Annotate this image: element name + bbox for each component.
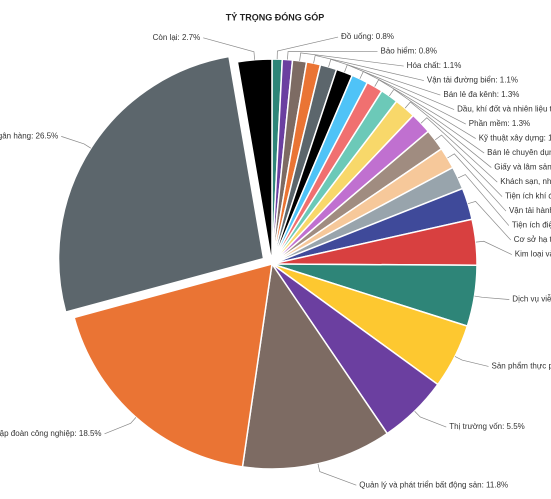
leader-line — [328, 58, 441, 96]
leader-line — [414, 410, 447, 428]
leader-line — [344, 64, 455, 110]
leader-line — [420, 117, 498, 183]
slice-label: Bảo hiểm: 0.8% — [380, 47, 436, 56]
slice-label: Khách sạn, nhà hàng — [500, 177, 551, 186]
pie-slice — [57, 55, 265, 314]
pie-slice — [241, 261, 389, 470]
slice-label: Kỹ thuật xây dựng: 1.3% — [479, 134, 551, 143]
slice-label: Dịch vụ viễn thông c — [512, 295, 551, 304]
pie-slice — [236, 58, 273, 265]
slice-label: Quản lý và phát triển bất động sản: 11.8… — [359, 480, 508, 489]
slice-label: Hóa chất: 1.1% — [407, 61, 462, 70]
slice-label: Vận tải đường biển: 1.1% — [427, 76, 518, 85]
slice-label: Tiện ích khí đốt: 1.7% — [505, 192, 551, 201]
leader-line — [276, 36, 339, 60]
leader-line — [104, 417, 137, 435]
leader-line — [457, 174, 510, 226]
slice-label: Tập đoàn công nghiệp: 18.5% — [0, 429, 102, 438]
slice-label: Thị trường vốn: 5.5% — [449, 422, 525, 431]
slice-label: Giấy và lâm sản: 1.7% — [494, 163, 551, 172]
slice-label: Còn lại: 2.7% — [153, 33, 201, 42]
leader-line — [474, 295, 510, 300]
slice-label: Kim loại và khai kh — [515, 250, 551, 259]
leader-line — [317, 463, 357, 486]
slice-label: Tiện ích điện: 1.8% — [512, 221, 551, 230]
leader-line — [467, 200, 512, 241]
slice-label: Bán lẻ đa kênh: 1.3% — [443, 90, 519, 99]
leader-line — [203, 37, 255, 60]
chart-title: TỶ TRỌNG ĐÓNG GÓP — [226, 11, 325, 22]
slice-label: Dầu, khí đốt và nhiên liệu tiêu hao — [457, 105, 551, 114]
slice-label: Vận tải hành khách — [509, 206, 551, 215]
slice-label: Phần mềm: 1.3% — [469, 119, 530, 128]
leader-line — [299, 52, 404, 67]
slice-label: Ngân hàng: 26.5% — [0, 131, 58, 140]
leader-line — [389, 88, 485, 154]
leader-line — [374, 79, 476, 139]
leader-line — [313, 55, 424, 81]
leader-line — [475, 240, 512, 255]
slice-label: Sản phẩm thực phẩm: 5.1% — [492, 362, 551, 371]
leader-line — [404, 101, 492, 168]
slice-label: Đồ uống: 0.8% — [341, 32, 394, 41]
leader-line — [454, 356, 489, 367]
slice-label: Cơ sở hạ tầng giao — [514, 235, 551, 244]
leader-line — [434, 134, 503, 197]
leader-line — [447, 153, 507, 212]
leader-line — [359, 71, 466, 125]
leader-line — [287, 51, 378, 60]
leader-line — [61, 136, 92, 149]
slice-label: Bán lẻ chuyên dụng: 1.4 — [487, 148, 551, 157]
pie-slice — [73, 262, 273, 468]
